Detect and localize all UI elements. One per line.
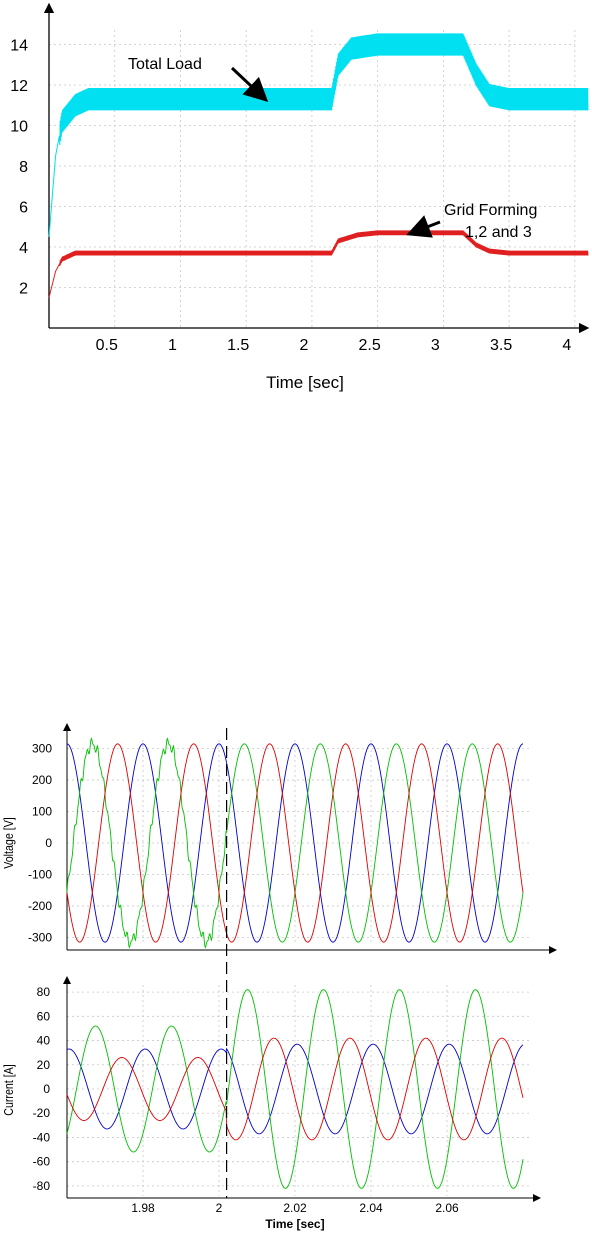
y-tick-label: 6 <box>19 200 28 217</box>
series-line <box>48 33 589 237</box>
total-load-annotation: Total Load <box>128 56 202 73</box>
x-tick-label: 2.04 <box>359 1201 383 1215</box>
total-load-arrow <box>230 66 269 103</box>
voltage-chart-y-ticks: 300 200 100 0 -100 -200 -300 <box>28 742 52 945</box>
y-tick-label: 12 <box>10 78 28 95</box>
x-tick-label: 2 <box>216 1201 223 1215</box>
current-chart-x-ticks: 1.98 2 2.02 2.04 2.06 <box>131 1201 459 1215</box>
voltage-chart-series <box>66 737 524 949</box>
current-chart-y-ticks: 80 60 40 20 0 -20 -40 -60 -80 <box>33 985 51 1193</box>
grid-forming-annotation: Grid Forming <box>444 202 537 219</box>
current-chart-y-label: Current [A] <box>1 1064 16 1115</box>
load-chart: 2 4 6 8 10 12 14 0.5 1 1.5 2 2.5 3 3.5 4 Time [sec] T… <box>10 2 590 392</box>
load-chart-x-ticks: 0.5 1 1.5 2 2.5 3 3.5 4 <box>96 337 572 354</box>
x-tick-label: 1 <box>168 337 177 354</box>
series-line <box>66 743 524 943</box>
load-chart-x-label: Time [sec] <box>266 373 344 392</box>
series-line <box>66 989 524 1189</box>
y-tick-label: 8 <box>19 159 28 176</box>
y-tick-label: 2 <box>19 281 28 298</box>
y-tick-label: -200 <box>28 899 52 913</box>
load-chart-series <box>48 33 589 298</box>
x-tick-label: 1.98 <box>131 1201 155 1215</box>
current-chart-series <box>66 989 524 1189</box>
y-tick-label: -300 <box>28 930 52 944</box>
x-tick-label: 2.06 <box>435 1201 459 1215</box>
y-tick-label: 20 <box>37 1058 51 1072</box>
y-tick-label: 200 <box>32 773 52 787</box>
grid-forming-arrow <box>406 215 441 238</box>
grid-forming-annotation-line2: 1,2 and 3 <box>465 224 532 241</box>
series-line <box>66 743 524 943</box>
y-tick-label: 4 <box>19 240 28 257</box>
series-line <box>66 1037 524 1141</box>
voltage-chart: 300 200 100 0 -100 -200 -300 Voltage [V] <box>1 723 557 954</box>
y-tick-label: 14 <box>10 38 28 55</box>
y-tick-label: -100 <box>28 867 52 881</box>
y-tick-label: -20 <box>33 1106 51 1120</box>
y-tick-label: 80 <box>37 985 51 999</box>
x-tick-label: 3.5 <box>490 337 512 354</box>
y-tick-label: 10 <box>10 119 28 136</box>
y-tick-label: -40 <box>33 1130 51 1144</box>
y-tick-label: 100 <box>32 805 52 819</box>
x-tick-label: 2.5 <box>359 337 381 354</box>
y-tick-label: -80 <box>33 1179 51 1193</box>
voltage-chart-y-label: Voltage [V] <box>1 817 16 869</box>
current-chart-x-label: Time [sec] <box>265 1217 324 1231</box>
y-tick-label: 300 <box>32 742 52 756</box>
y-tick-label: 0 <box>45 836 52 850</box>
y-tick-label: -60 <box>33 1155 51 1169</box>
x-tick-label: 0.5 <box>96 337 118 354</box>
x-tick-label: 1.5 <box>227 337 249 354</box>
current-chart-grid <box>67 985 530 1196</box>
x-tick-label: 2.02 <box>283 1201 307 1215</box>
series-line <box>48 230 589 298</box>
x-tick-label: 3 <box>431 337 440 354</box>
y-tick-label: 0 <box>43 1082 50 1096</box>
y-tick-label: 60 <box>37 1009 51 1023</box>
load-chart-grid <box>49 30 576 328</box>
load-chart-y-ticks: 2 4 6 8 10 12 14 <box>10 38 28 298</box>
series-line <box>66 1043 524 1135</box>
x-tick-label: 4 <box>562 337 571 354</box>
y-tick-label: 40 <box>37 1034 51 1048</box>
x-tick-label: 2 <box>299 337 308 354</box>
